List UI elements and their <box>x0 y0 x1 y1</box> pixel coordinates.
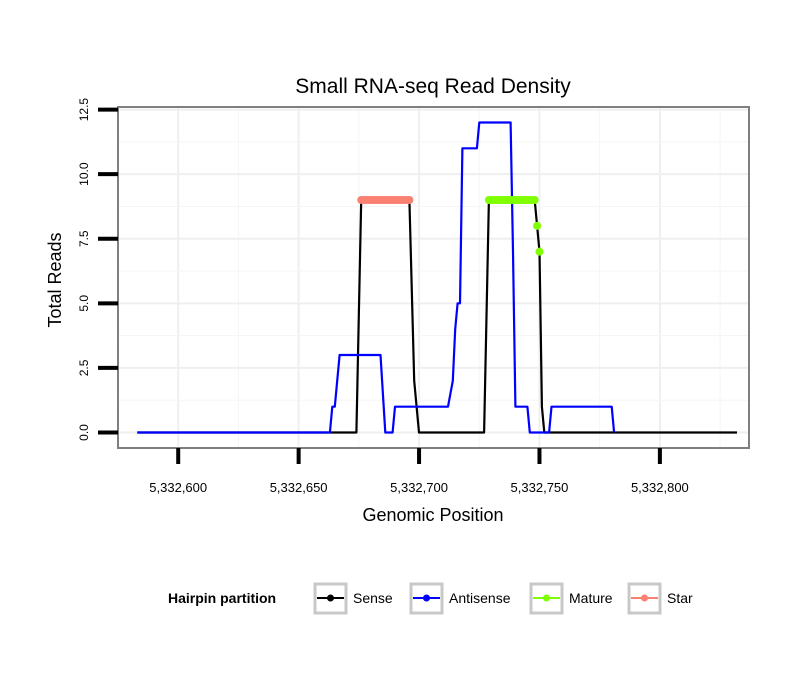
series-layer <box>137 121 737 434</box>
data-point-mature <box>533 221 542 230</box>
axes: 5,332,600 5,332,650 5,332,700 5,332,750 5,33… <box>77 98 689 495</box>
y-axis-label: Total Reads <box>45 232 65 327</box>
grid-lines <box>118 107 749 448</box>
y-tick-label: 10.0 <box>77 162 91 186</box>
legend-key-marker <box>543 594 550 602</box>
legend-label-antisense: Antisense <box>449 590 511 606</box>
y-tick-label: 2.5 <box>77 359 91 376</box>
x-tick-label: 5,332,750 <box>511 480 569 495</box>
legend-label-star: Star <box>667 590 693 606</box>
plot-area <box>118 107 749 448</box>
x-tick-label: 5,332,800 <box>631 480 689 495</box>
x-tick-label: 5,332,700 <box>390 480 448 495</box>
data-point-mature <box>530 196 539 204</box>
y-tick-label: 5.0 <box>77 295 91 312</box>
series-line-antisense <box>137 121 616 434</box>
data-point-mature <box>535 247 544 256</box>
plot-frame <box>117 106 750 449</box>
x-tick-label: 5,332,600 <box>149 480 207 495</box>
legend-title: Hairpin partition <box>168 590 276 606</box>
legend-key-marker <box>423 594 430 602</box>
legend-label-mature: Mature <box>569 590 613 606</box>
plot-background <box>118 107 749 448</box>
x-tick-label: 5,332,650 <box>270 480 328 495</box>
legend: Hairpin partition Sense Antisense Mature Sta… <box>168 582 693 615</box>
chart-title: Small RNA-seq Read Density <box>295 75 571 98</box>
legend-label-sense: Sense <box>353 590 393 606</box>
legend-key-marker <box>641 594 648 602</box>
data-point-star <box>405 196 414 204</box>
y-tick-label: 7.5 <box>77 230 91 247</box>
y-tick-label: 12.5 <box>77 98 91 122</box>
legend-key-marker <box>327 594 334 602</box>
y-tick-label: 0.0 <box>77 424 91 441</box>
x-axis-label: Genomic Position <box>362 505 503 525</box>
